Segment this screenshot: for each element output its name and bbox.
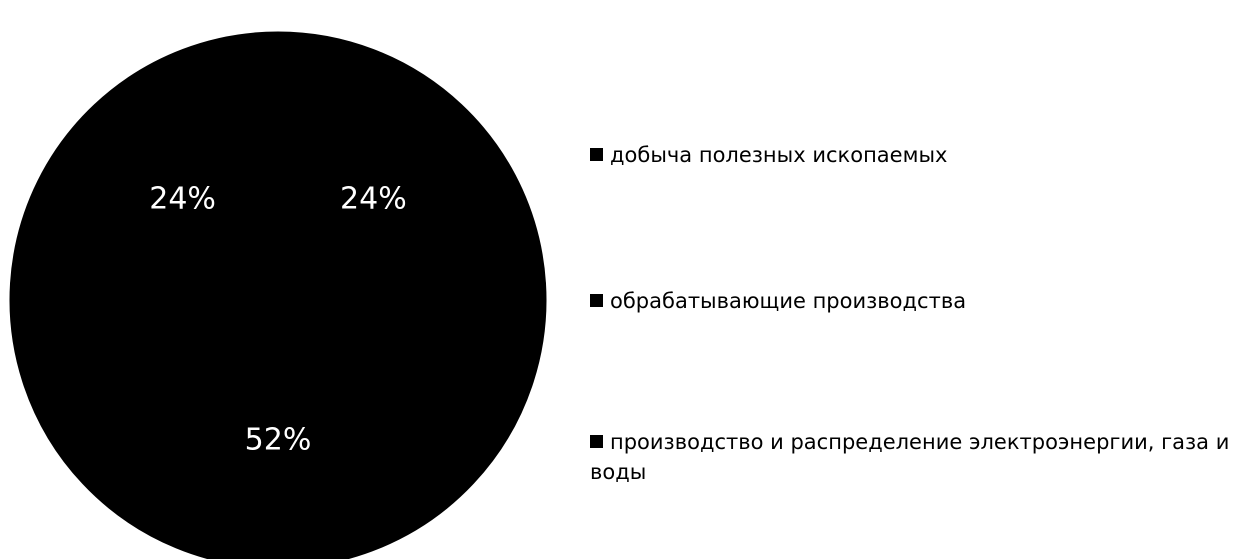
- pie-slice-1: [9, 282, 547, 559]
- legend-item-0: добыча полезных ископаемых: [590, 140, 1240, 170]
- pie-slices: [9, 31, 547, 559]
- pie-data-label-1: 52%: [245, 422, 312, 457]
- pie-slice-2: [9, 31, 279, 301]
- legend: добыча полезных ископаемых обрабатывающи…: [590, 0, 1240, 559]
- legend-label-1: обрабатывающие производства: [610, 289, 967, 313]
- legend-swatch-icon: [590, 148, 603, 161]
- pie-data-labels: 24% 52% 24%: [149, 181, 406, 457]
- legend-item-1: обрабатывающие производства: [590, 286, 1240, 316]
- legend-label-2: производство и распределение электроэнер…: [590, 430, 1230, 484]
- legend-swatch-icon: [590, 294, 603, 307]
- pie-data-label-0: 24%: [340, 181, 407, 216]
- pie-data-label-2: 24%: [149, 181, 216, 216]
- legend-item-2: производство и распределение электроэнер…: [590, 427, 1230, 487]
- legend-label-0: добыча полезных ископаемых: [610, 143, 948, 167]
- legend-swatch-icon: [590, 435, 603, 448]
- pie-slice-0: [277, 31, 547, 301]
